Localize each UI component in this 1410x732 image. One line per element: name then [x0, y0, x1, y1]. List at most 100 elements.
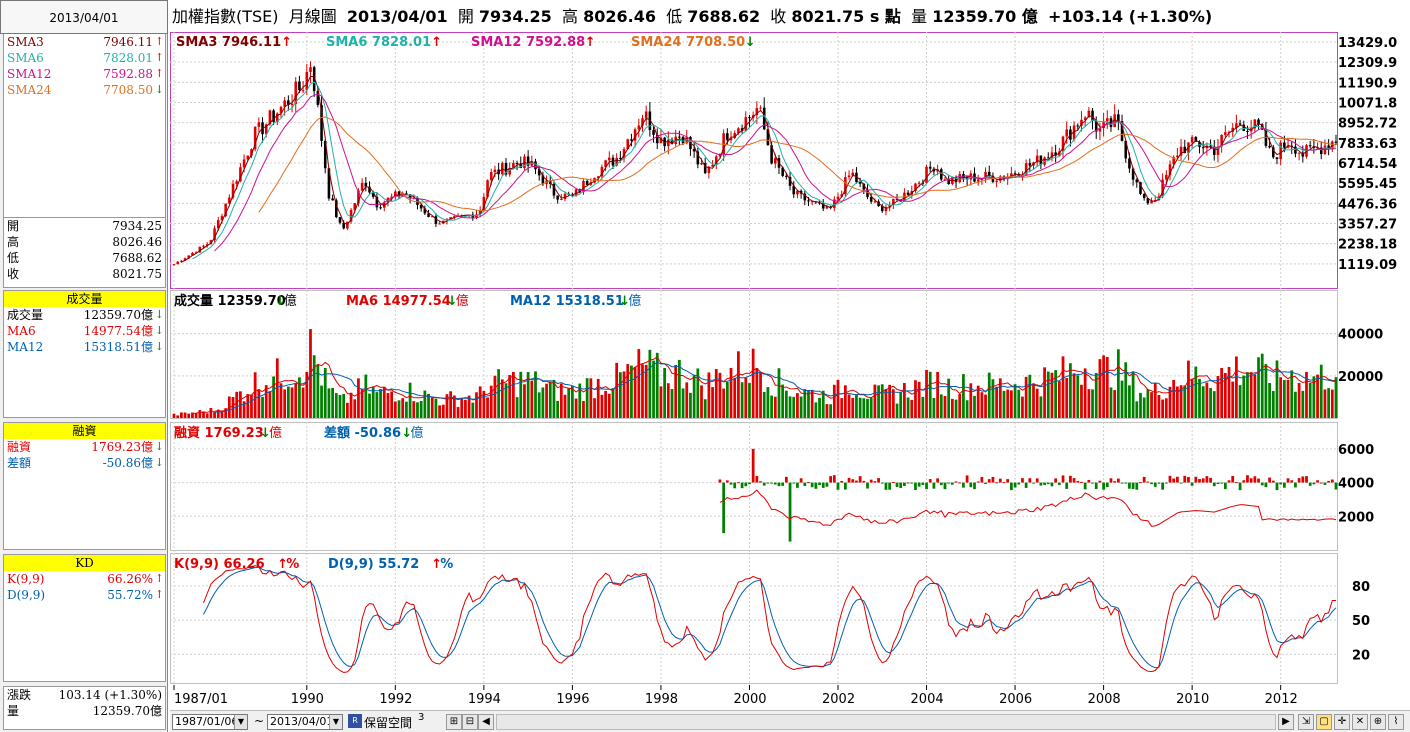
sma3-line [181, 75, 1337, 263]
ohlc-info-label: 收 [7, 267, 20, 281]
volume-bar [803, 389, 807, 418]
margin-plot-frame [170, 422, 1338, 551]
kd-panel[interactable]: 80 50 20 K(9,9) 66.26 ↑% D(9,9) 55.72 ↑% [170, 553, 1410, 685]
volume-bar [320, 385, 323, 418]
indicator-icon[interactable]: ⌇ [1388, 714, 1404, 730]
margin-panel[interactable]: 6000 4000 2000 融資 1769.23 ↓ 億差額 -50.86 ↓ 億 [170, 422, 1410, 552]
zoom-area-icon[interactable]: ⊕ [1370, 714, 1386, 730]
volume-bar [718, 372, 722, 418]
candle-body [1334, 141, 1338, 143]
ohlc-info-row: 開 7934.25 [4, 218, 165, 234]
volume-bar [1260, 353, 1264, 418]
margin-info-value: 1769.23億 [91, 440, 153, 454]
zoom-out-icon[interactable]: ⊟ [462, 714, 478, 730]
candle-body [884, 207, 888, 212]
sma-info-value: 7708.50 [103, 83, 153, 97]
zoom-in-icon[interactable]: ⊞ [446, 714, 462, 730]
x-tick-label: 2002 [822, 692, 855, 707]
candle-body [1024, 163, 1028, 175]
volume-bar [943, 395, 947, 418]
candle-body [1275, 157, 1279, 160]
summary-info-box: 漲跌 103.14 (+1.30%) 量 12359.70億 [3, 686, 166, 730]
volume-bar [1153, 382, 1157, 418]
candle-body [1297, 152, 1301, 154]
volume-info-box: 成交量 成交量 12359.70億 ↓ MA6 14977.54億 ↓ MA12 15318.… [3, 290, 166, 418]
candle-body [729, 137, 733, 141]
margin-legend-item: 融資 1769.23 [174, 425, 264, 441]
volume-bar [1330, 389, 1334, 418]
candle-body [1102, 121, 1105, 129]
arrow-down-icon: ↓ [154, 83, 164, 96]
expand-icon[interactable]: ⇲ [1298, 714, 1314, 730]
candle-body [1161, 179, 1164, 197]
volume-bar [998, 378, 1002, 418]
margin-diff-bar [1157, 482, 1161, 484]
volume-bar [1054, 370, 1058, 418]
candle-body [762, 107, 766, 130]
candle-body [327, 168, 331, 199]
margin-diff-bar [855, 480, 858, 483]
scroll-right-icon[interactable]: ▶ [1278, 714, 1294, 730]
margin-diff-bar [1190, 482, 1194, 486]
margin-diff-bar [1231, 475, 1235, 483]
candle-body [1017, 174, 1021, 177]
margin-diff-bar [1069, 475, 1072, 483]
horizontal-scrollbar[interactable] [496, 714, 1276, 730]
volume-bar [703, 399, 707, 418]
chevron-down-icon[interactable]: ▼ [329, 715, 342, 729]
volume-bar [1076, 375, 1080, 418]
chevron-down-icon[interactable]: ▼ [234, 715, 247, 729]
end-date-select[interactable]: 2013/04/01 ▼ [267, 714, 343, 730]
kd-chart[interactable]: 80 50 20 K(9,9) 66.26 ↑% D(9,9) 55.72 ↑% [170, 553, 1410, 685]
volume-info-label: MA12 [7, 340, 44, 354]
price-chart[interactable]: 13429.0 12309.9 11190.9 10071.8 8952.72 7833.… [170, 32, 1410, 290]
margin-diff-bar [818, 482, 821, 485]
candle-body [176, 261, 179, 265]
quote-header: 加權指數(TSE) 月線圖 2013/04/01 開 7934.25 高 802… [170, 0, 1410, 33]
arrow-down-icon: ↓ [447, 294, 458, 309]
margin-diff-bar [1168, 475, 1172, 483]
candle-body [917, 182, 921, 184]
volume-bar [725, 381, 729, 418]
volume-ma12-line [214, 361, 1337, 413]
volume-bar [840, 398, 844, 418]
select-icon[interactable]: ▢ [1316, 714, 1332, 730]
margin-diff-bar [888, 482, 892, 490]
candle-body [1272, 147, 1275, 158]
volume-bar [707, 372, 711, 418]
volume-bar [962, 374, 965, 418]
volume-bar [456, 406, 460, 418]
start-date-select[interactable]: 1987/01/06 ▼ [172, 714, 248, 730]
reserve-icon[interactable]: R [348, 714, 362, 728]
fit-icon[interactable]: ✕ [1352, 714, 1368, 730]
volume-bar [390, 391, 394, 418]
margin-diff-bar [1301, 476, 1305, 483]
x-axis-bg [170, 685, 1410, 710]
volume-bar [611, 388, 615, 418]
price-panel[interactable]: 13429.0 12309.9 11190.9 10071.8 8952.72 7833.… [170, 32, 1410, 290]
margin-diff-bar [947, 482, 951, 484]
volume-legend-unit: 億 [456, 293, 469, 309]
margin-diff-bar [1120, 482, 1124, 484]
margin-diff-bar [1083, 482, 1087, 490]
candle-body [799, 190, 803, 194]
candle-body [925, 166, 928, 184]
scroll-left-icon[interactable]: ◀ [478, 714, 494, 730]
volume-bar [1080, 384, 1083, 418]
volume-bar [508, 375, 512, 418]
margin-diff-bar [866, 482, 869, 489]
candle-body [873, 201, 877, 203]
margin-diff-bar [1257, 478, 1260, 483]
candle-body [788, 176, 792, 186]
crosshair-icon[interactable]: ✛ [1334, 714, 1350, 730]
margin-diff-bar [843, 482, 847, 490]
volume-bar [272, 376, 275, 418]
volume-bar [939, 394, 943, 418]
volume-bar [379, 389, 382, 418]
header-high: 8026.46 [583, 7, 656, 26]
volume-panel[interactable]: 40000 20000 成交量 12359.70 ↓ 億 MA6 14977.54 ↓ 億 MA… [170, 290, 1410, 420]
candle-body [294, 81, 298, 104]
volume-bar [427, 393, 430, 418]
